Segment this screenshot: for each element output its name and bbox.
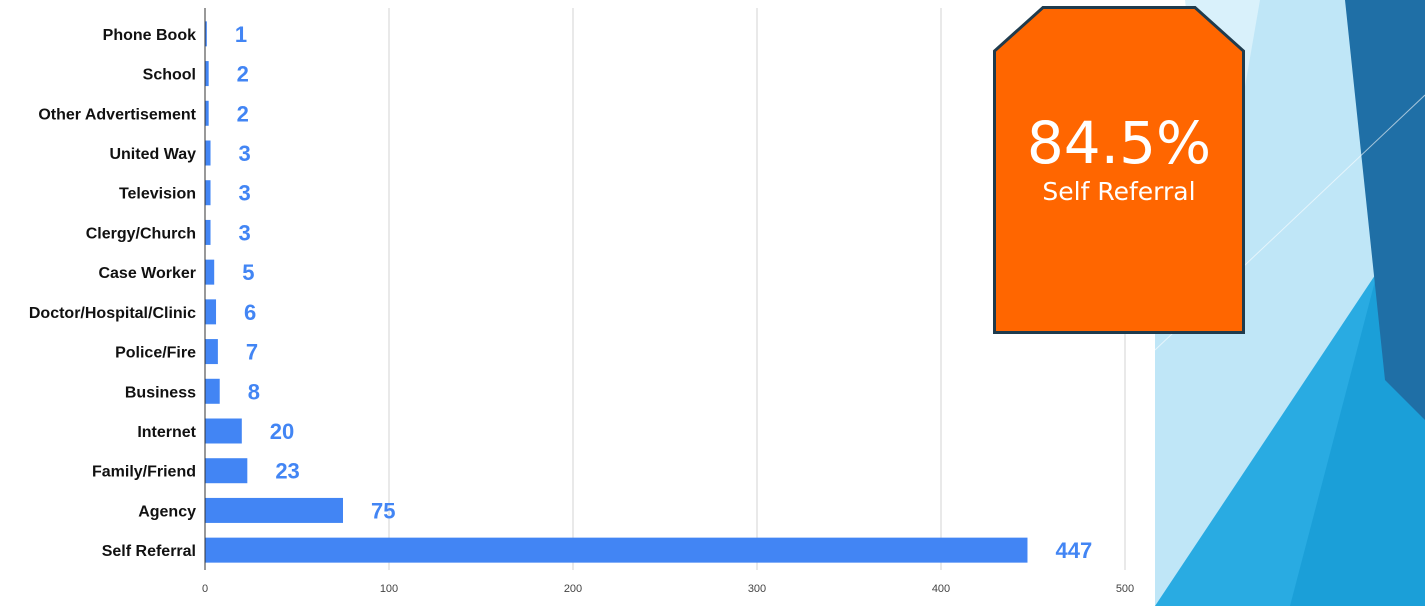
value-label-other-advertisement: 2 [237, 101, 249, 126]
category-label-self-referral: Self Referral [102, 543, 196, 560]
value-label-self-referral: 447 [1055, 538, 1092, 563]
category-label-case-worker: Case Worker [98, 265, 196, 282]
value-label-television: 3 [239, 181, 251, 206]
x-tick-label-0: 0 [202, 583, 208, 595]
category-label-police-fire: Police/Fire [115, 345, 196, 362]
x-tick-label-300: 300 [748, 583, 766, 595]
callout-text: 84.5% Self Referral [993, 110, 1245, 208]
value-label-phone-book: 1 [235, 22, 247, 47]
value-label-agency: 75 [371, 498, 395, 523]
bar-phone-book [205, 21, 207, 47]
bar-doctor-hospital-clinic [205, 299, 217, 325]
bar-agency [205, 497, 343, 523]
x-tick-label-500: 500 [1116, 583, 1134, 595]
value-label-school: 2 [237, 62, 249, 87]
category-label-clergy-church: Clergy/Church [86, 225, 196, 242]
category-label-family-friend: Family/Friend [92, 464, 196, 481]
category-labels: Phone Book School Other Advertisement Unite… [29, 27, 197, 560]
category-label-school: School [143, 67, 196, 84]
bar-television [205, 180, 211, 206]
bar-police-fire [205, 339, 218, 365]
bar-united-way [205, 140, 211, 166]
x-tick-label-200: 200 [564, 583, 582, 595]
value-label-united-way: 3 [239, 141, 251, 166]
category-label-business: Business [125, 384, 196, 401]
callout-percent: 84.5% [1026, 109, 1212, 177]
value-label-case-worker: 5 [242, 260, 254, 285]
bar-case-worker [205, 259, 215, 285]
deco-band-dark [1345, 0, 1425, 420]
category-label-other-advertisement: Other Advertisement [38, 106, 196, 123]
bar-school [205, 61, 209, 87]
self-referral-callout: 84.5% Self Referral [993, 6, 1245, 334]
callout-label: Self Referral [1042, 177, 1196, 206]
bar-clergy-church [205, 219, 211, 245]
category-label-television: Television [119, 186, 196, 203]
x-axis-ticks: 0 100 200 300 400 500 [202, 583, 1134, 595]
bars [205, 21, 1028, 563]
value-label-business: 8 [248, 379, 260, 404]
value-label-family-friend: 23 [275, 459, 299, 484]
category-label-internet: Internet [137, 424, 196, 441]
bar-internet [205, 418, 242, 444]
bar-family-friend [205, 458, 248, 484]
bar-business [205, 378, 220, 404]
bar-self-referral [205, 537, 1028, 563]
callout-octagon-shape [993, 6, 1245, 334]
category-label-phone-book: Phone Book [103, 27, 196, 44]
value-label-doctor-hospital-clinic: 6 [244, 300, 256, 325]
x-tick-label-100: 100 [380, 583, 398, 595]
value-label-clergy-church: 3 [239, 220, 251, 245]
bar-other-advertisement [205, 100, 209, 126]
category-label-agency: Agency [138, 503, 196, 520]
value-label-internet: 20 [270, 419, 294, 444]
category-label-doctor-hospital-clinic: Doctor/Hospital/Clinic [29, 305, 196, 322]
value-label-police-fire: 7 [246, 340, 258, 365]
category-label-united-way: United Way [109, 146, 196, 163]
x-tick-label-400: 400 [932, 583, 950, 595]
